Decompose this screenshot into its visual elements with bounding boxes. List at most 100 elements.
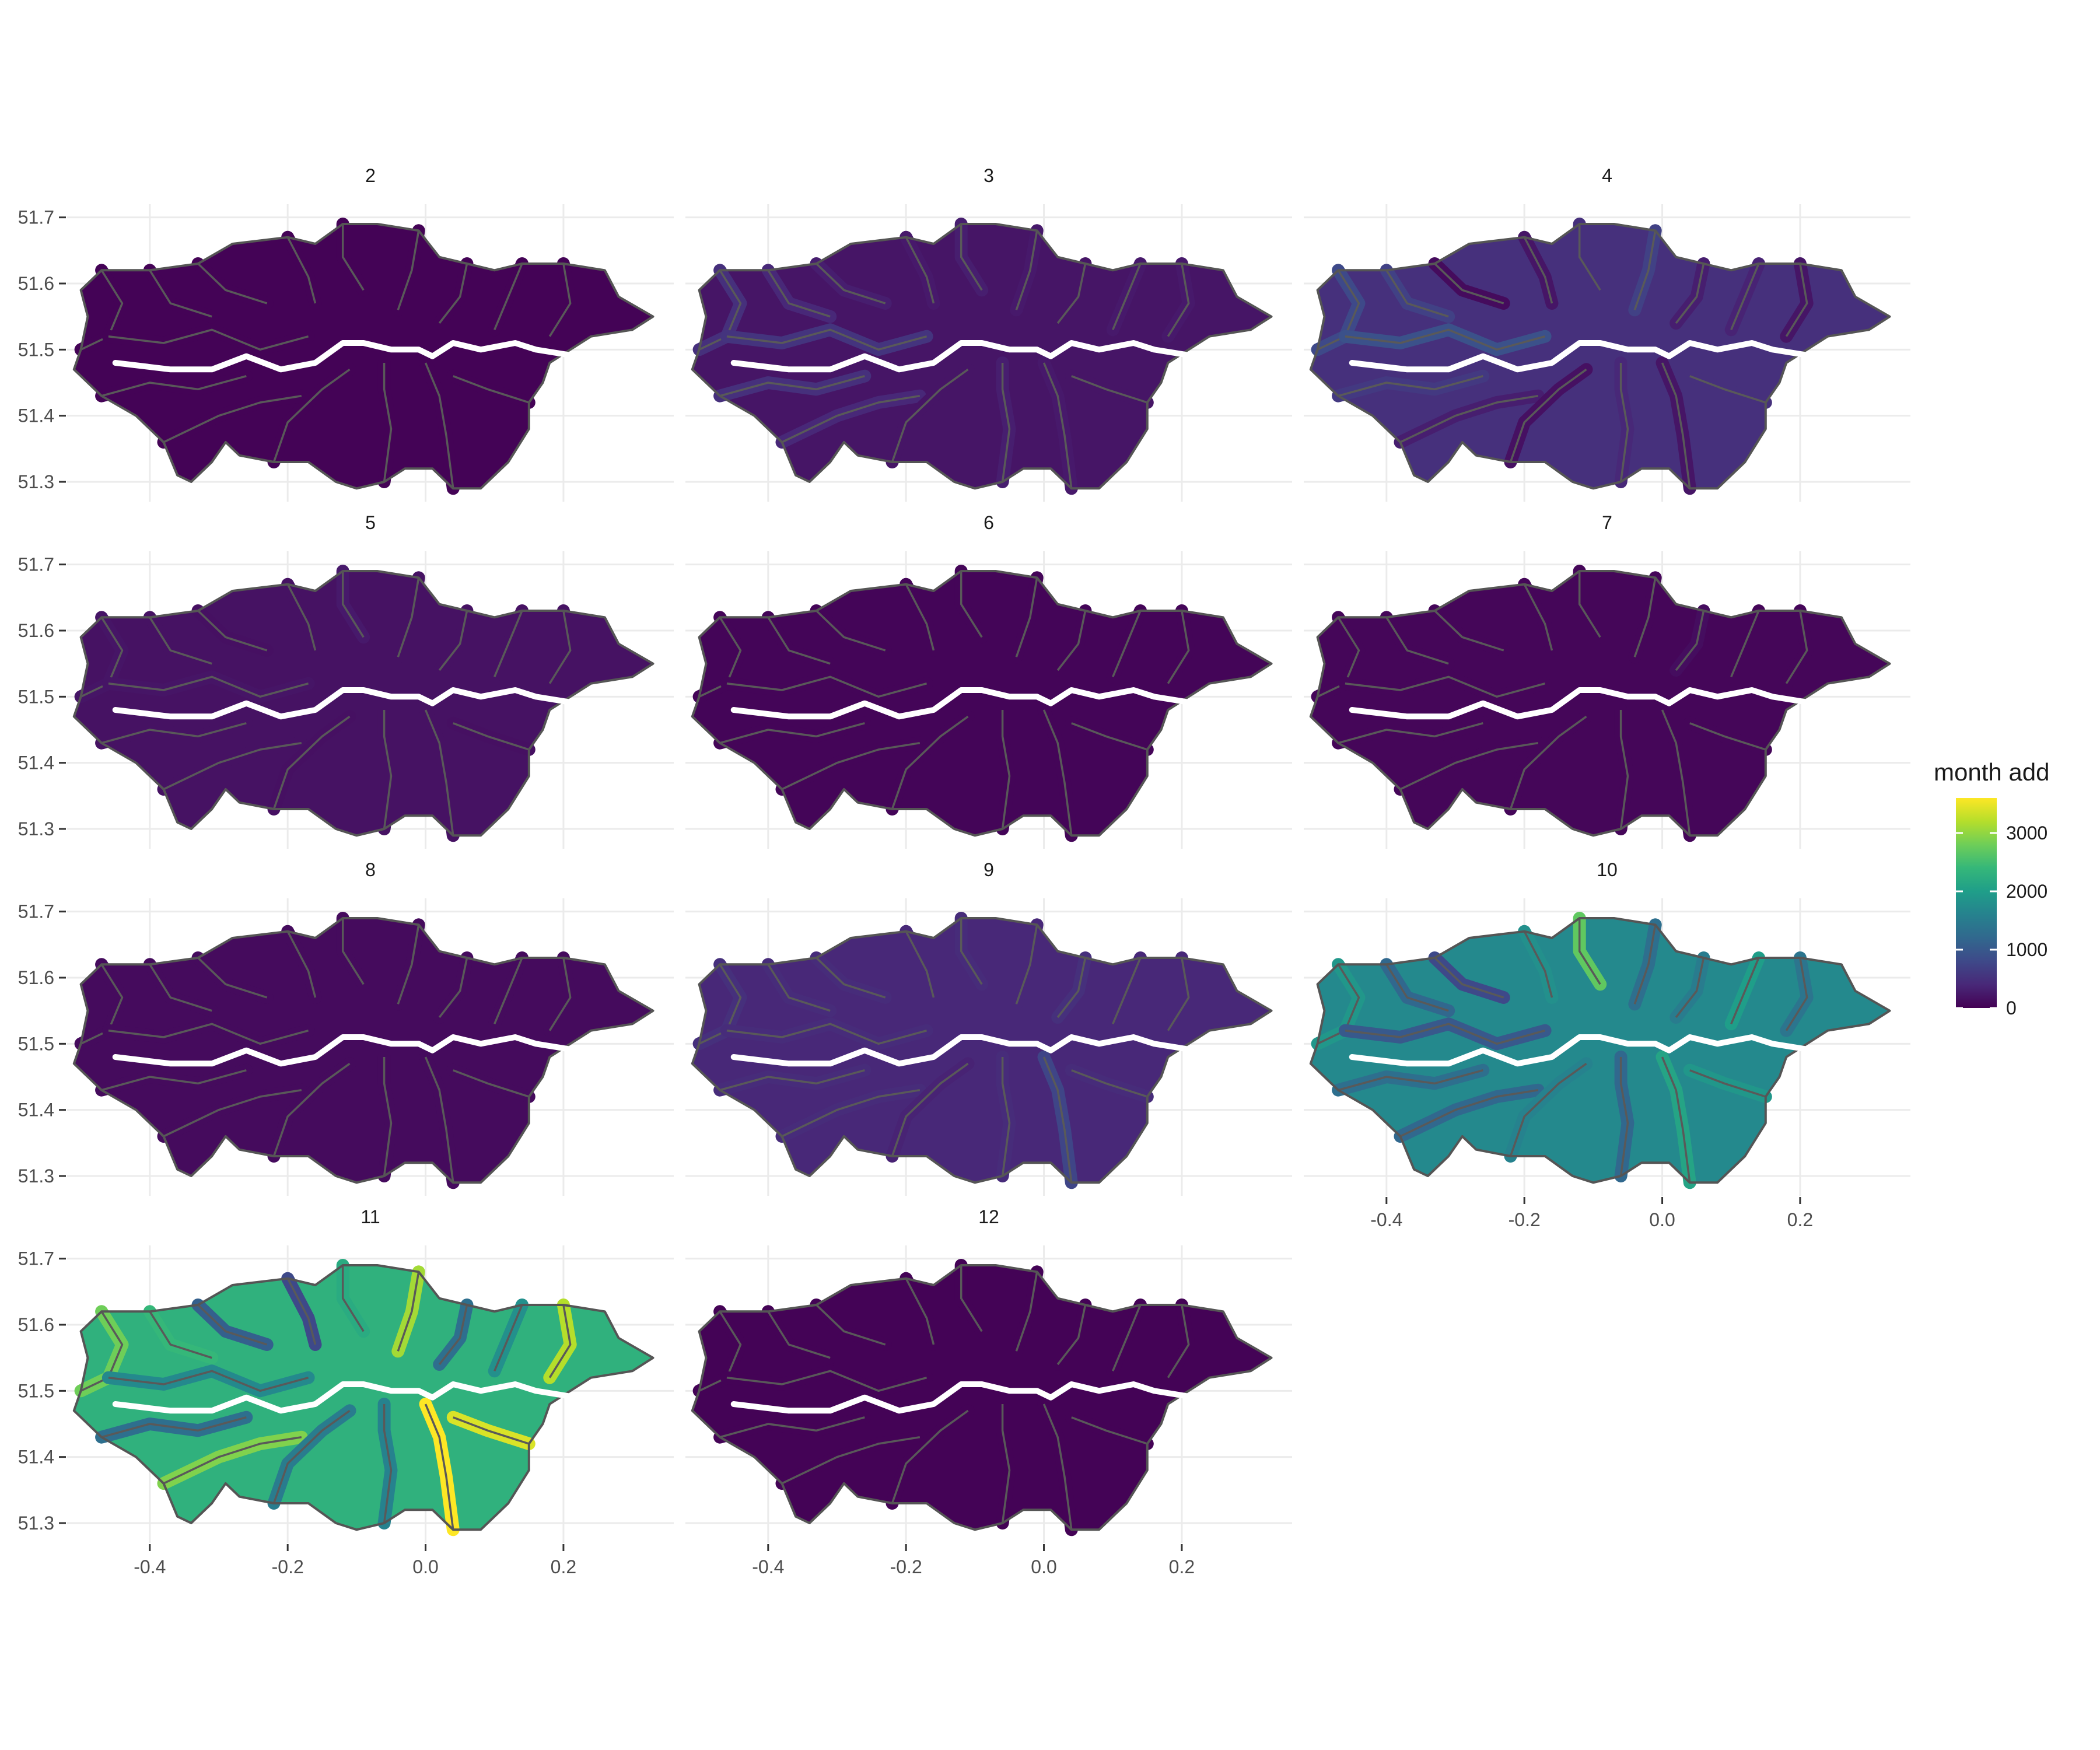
- boundary-line: [341, 224, 365, 291]
- facet-panel-12: 12 -0.4 -0.2 0.0 0.2: [685, 1206, 1292, 1577]
- boundary-line: [1071, 1069, 1148, 1098]
- facet-panel-11: 11 51.3 51.4 51.5 51.6 51.7 -0.4 -0.2 0.0 0.2: [18, 1206, 674, 1577]
- boundary-line: [108, 328, 309, 351]
- boundary-line: [1675, 263, 1705, 324]
- boundary-line: [286, 1278, 317, 1345]
- legend-title: month add: [1934, 758, 2049, 786]
- boundary-line: [698, 617, 742, 698]
- river-thames: [1349, 340, 1852, 373]
- boundary-line: [149, 1311, 212, 1359]
- boundary-line: [149, 964, 212, 1012]
- boundary-line: [1785, 263, 1808, 337]
- region-outline: [72, 223, 654, 490]
- boundary-line: [163, 394, 302, 443]
- x-tick-label: 0.2: [1169, 1556, 1195, 1577]
- boundary-line: [1434, 957, 1504, 999]
- boundary-line: [80, 617, 124, 698]
- facet-panel-8: 8 51.3 51.4 51.5 51.6 51.7: [18, 859, 674, 1196]
- boundary-line: [1730, 263, 1760, 330]
- boundary-line: [816, 262, 886, 304]
- boundary-line: [1042, 362, 1073, 489]
- boundary-line: [197, 610, 268, 652]
- boundary-line: [101, 722, 247, 744]
- facet-strip-label: 4: [1602, 165, 1612, 186]
- boundary-line: [1001, 363, 1011, 482]
- boundary-line: [1675, 957, 1705, 1019]
- boundary-line: [101, 1069, 247, 1091]
- boundary-line: [781, 1436, 921, 1485]
- boundary-line: [548, 263, 572, 337]
- y-tick-label: 51.6: [18, 620, 54, 641]
- boundary-line: [905, 583, 935, 651]
- boundary-line: [383, 1057, 393, 1177]
- boundary-line: [1399, 1088, 1539, 1138]
- boundary-line: [1317, 964, 1360, 1045]
- region-outline: [72, 570, 654, 837]
- boundary-line: [272, 368, 351, 463]
- boundary-line: [1345, 328, 1546, 351]
- boundary-line: [960, 918, 983, 985]
- boundary-line: [1345, 1023, 1546, 1045]
- facet-panel-9: 9: [685, 859, 1292, 1196]
- boundary-line: [891, 368, 969, 463]
- x-tick-label: -0.2: [1508, 1209, 1541, 1230]
- river-thames: [112, 340, 615, 373]
- legend-tick-label: 1000: [2006, 939, 2048, 960]
- boundary-line: [494, 1304, 523, 1371]
- boundary-line: [781, 741, 921, 790]
- boundary-line: [1056, 1304, 1087, 1366]
- boundary-line: [1015, 578, 1038, 657]
- boundary-line: [1578, 918, 1601, 985]
- boundary-line: [1167, 1304, 1190, 1378]
- boundary-line: [1112, 957, 1142, 1024]
- river-thames: [1349, 687, 1852, 720]
- boundary-line: [1619, 710, 1629, 830]
- river-thames: [112, 1381, 615, 1414]
- boundary-line: [1167, 610, 1190, 684]
- boundary-line: [698, 270, 742, 351]
- boundary-line: [1509, 715, 1587, 810]
- boundary-line: [1001, 710, 1011, 830]
- region-outline: [691, 917, 1273, 1184]
- boundary-line: [1071, 375, 1148, 404]
- y-tick-label: 51.3: [18, 471, 54, 492]
- boundary-line: [108, 1370, 309, 1392]
- boundary-line: [1785, 957, 1808, 1031]
- region-outline: [1309, 223, 1891, 490]
- legend-tick-label: 2000: [2006, 881, 2048, 902]
- x-tick-label: -0.2: [890, 1556, 922, 1577]
- region-outline: [72, 917, 654, 1184]
- boundary-line: [453, 1069, 530, 1098]
- boundary-line: [960, 224, 983, 291]
- y-tick-label: 51.7: [18, 1248, 54, 1269]
- boundary-line: [1434, 610, 1504, 652]
- boundary-line: [1523, 236, 1553, 304]
- boundary-line: [1071, 1416, 1148, 1445]
- boundary-line: [108, 1023, 309, 1045]
- boundary-line: [1509, 368, 1587, 463]
- facet-panel-5: 5 51.3 51.4 51.5 51.6 51.7: [18, 512, 674, 849]
- region-outline: [1309, 917, 1891, 1184]
- boundary-line: [1345, 676, 1546, 698]
- x-tick-label: -0.4: [134, 1556, 166, 1577]
- boundary-line: [1042, 1056, 1073, 1183]
- boundary-line: [1675, 610, 1705, 671]
- boundary-line: [163, 1436, 302, 1485]
- boundary-line: [1399, 741, 1539, 790]
- boundary-line: [1056, 610, 1087, 671]
- boundary-line: [1071, 722, 1148, 751]
- facet-strip-label: 10: [1597, 859, 1618, 880]
- boundary-line: [698, 964, 742, 1045]
- boundary-line: [767, 964, 831, 1012]
- river-thames: [730, 1034, 1233, 1067]
- x-tick-label: 0.2: [1787, 1209, 1813, 1230]
- boundary-line: [163, 741, 302, 790]
- boundary-line: [1385, 270, 1449, 318]
- y-tick-label: 51.3: [18, 818, 54, 839]
- y-tick-label: 51.4: [18, 1447, 54, 1468]
- boundary-line: [719, 1416, 865, 1438]
- boundary-line: [1661, 362, 1691, 489]
- boundary-line: [438, 1304, 468, 1366]
- y-tick-label: 51.5: [18, 1033, 54, 1054]
- boundary-line: [1619, 1057, 1629, 1177]
